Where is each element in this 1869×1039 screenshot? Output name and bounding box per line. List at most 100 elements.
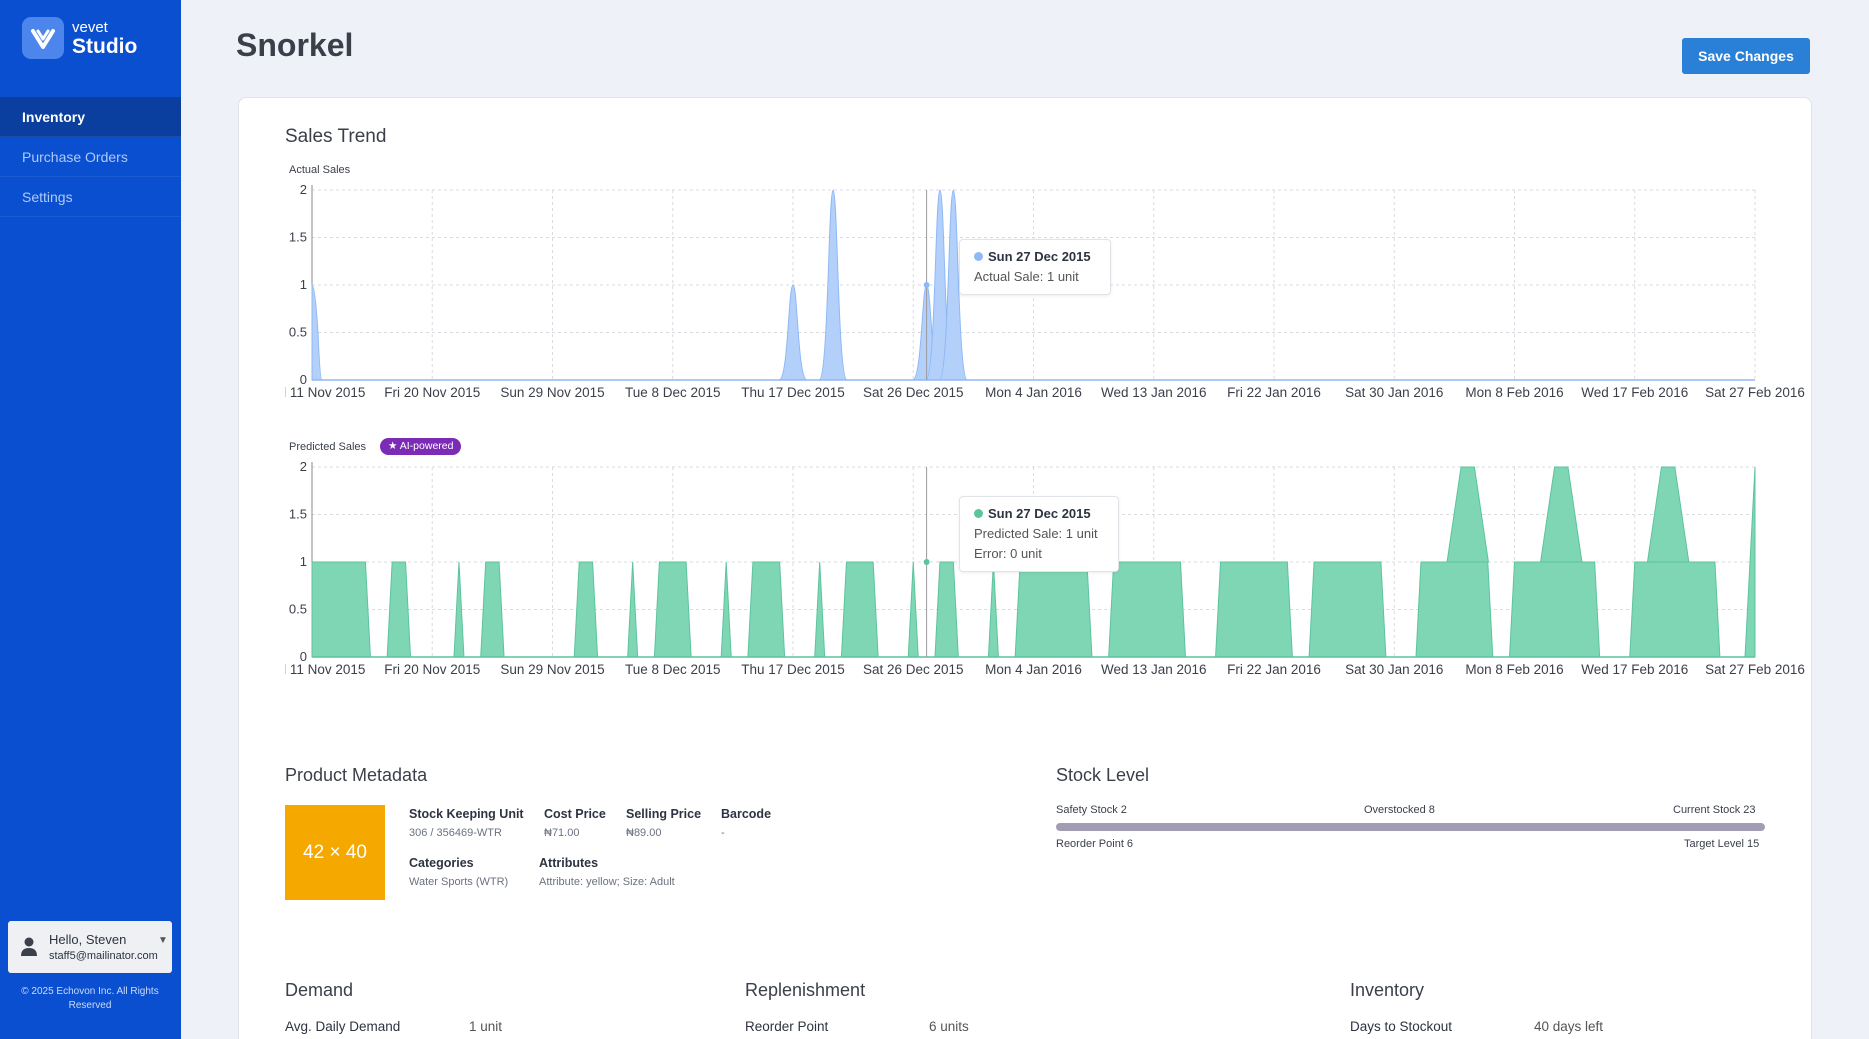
- sidebar-item-inventory[interactable]: Inventory: [0, 97, 181, 137]
- hover-point: [923, 282, 930, 288]
- predicted-sales-area: [311, 561, 371, 658]
- x-tick-label: Wed 13 Jan 2016: [1101, 385, 1207, 400]
- x-tick-label: Tue 8 Dec 2015: [625, 385, 721, 400]
- reorder-point-value: 6 units: [929, 1019, 969, 1034]
- predicted-sales-area: [480, 561, 505, 658]
- x-tick-label: Fri 22 Jan 2016: [1227, 385, 1321, 400]
- safety-stock-label: Safety Stock 2: [1056, 804, 1127, 816]
- days-to-stockout-label: Days to Stockout: [1350, 1019, 1453, 1034]
- categories-label: Categories: [409, 856, 474, 870]
- hover-point: [923, 559, 930, 565]
- sidebar: vevet Studio Inventory Purchase Orders S…: [0, 0, 181, 1039]
- avg-daily-demand-value: 1 unit: [469, 1019, 503, 1034]
- x-tick-label: Thu 17 Dec 2015: [741, 662, 845, 677]
- predicted-sales-area: [653, 561, 692, 658]
- cost-price-label: Cost Price: [544, 807, 606, 821]
- tooltip-predicted-line: Predicted Sale: 1 unit: [974, 526, 1098, 541]
- predicted-sales-area: [1508, 561, 1601, 658]
- y-tick-label: 0: [300, 649, 307, 664]
- user-email: staff5@mailinator.com: [49, 950, 158, 962]
- predicted-sales-area: [1415, 561, 1494, 658]
- x-tick-label: Sat 26 Dec 2015: [863, 385, 964, 400]
- inventory-title: Inventory: [1350, 980, 1425, 1000]
- ai-badge-label: AI-powered: [399, 440, 454, 452]
- actual-sales-area: [311, 284, 323, 381]
- overstocked-label: Overstocked 8: [1364, 804, 1435, 816]
- x-tick-label: Sun 29 Nov 2015: [500, 385, 604, 400]
- x-tick-label: Fri 20 Nov 2015: [384, 385, 480, 400]
- x-tick-label: Mon 4 Jan 2016: [985, 385, 1082, 400]
- barcode-label: Barcode: [721, 807, 772, 821]
- selling-price-value: ₦89.00: [626, 827, 662, 839]
- sidebar-item-settings[interactable]: Settings: [0, 177, 181, 217]
- predicted-sales-area: [1308, 561, 1387, 658]
- x-tick-label: Fri 20 Nov 2015: [384, 662, 480, 677]
- user-menu[interactable]: Hello, Steven staff5@mailinator.com ▼: [8, 921, 172, 973]
- x-tick-label: Sat 26 Dec 2015: [863, 662, 964, 677]
- x-tick-label: Mon 8 Feb 2016: [1465, 385, 1563, 400]
- user-greeting: Hello, Steven: [49, 932, 127, 947]
- product-image[interactable]: 42 × 40: [285, 805, 385, 900]
- x-tick-label: Sat 30 Jan 2016: [1345, 385, 1443, 400]
- attributes-label: Attributes: [539, 856, 599, 870]
- tooltip-actual-title: Sun 27 Dec 2015: [988, 249, 1091, 264]
- sidebar-item-purchase-orders[interactable]: Purchase Orders: [0, 137, 181, 177]
- categories-value: Water Sports (WTR): [409, 876, 509, 888]
- reorder-point-label: Reorder Point 6: [1056, 838, 1134, 850]
- tooltip-actual-line: Actual Sale: 1 unit: [974, 269, 1079, 284]
- tooltip-predicted-title: Sun 27 Dec 2015: [988, 506, 1091, 521]
- y-tick-label: 1.5: [289, 230, 307, 245]
- product-metadata-title: Product Metadata: [285, 765, 428, 785]
- predicted-sales-area: [1215, 561, 1293, 658]
- x-tick-label: Wed 11 Nov 2015: [285, 385, 365, 400]
- predicted-sales-peak: [1646, 466, 1690, 563]
- x-tick-label: Sat 30 Jan 2016: [1345, 662, 1443, 677]
- y-tick-label: 2: [300, 182, 307, 197]
- target-level-label: Target Level 15: [1684, 838, 1760, 850]
- save-changes-button[interactable]: Save Changes: [1682, 38, 1810, 74]
- x-tick-label: Wed 11 Nov 2015: [285, 662, 365, 677]
- actual-sales-tooltip: Sun 27 Dec 2015 Actual Sale: 1 unit: [959, 239, 1111, 295]
- demand-title: Demand: [285, 980, 354, 1000]
- stock-level-bar: [1056, 823, 1765, 831]
- current-stock-label: Current Stock 23: [1673, 804, 1756, 816]
- y-tick-label: 0: [300, 372, 307, 387]
- actual-sales-area: [938, 189, 968, 381]
- predicted-sales-area: [840, 561, 879, 658]
- predicted-sales-area: [1629, 561, 1721, 658]
- actual-sales-label: Actual Sales: [289, 164, 351, 176]
- actual-sales-area: [818, 189, 848, 381]
- x-tick-label: Mon 8 Feb 2016: [1465, 662, 1563, 677]
- chevron-down-icon[interactable]: ▼: [158, 935, 168, 946]
- predicted-sales-chart[interactable]: 0 0.5 1 1.5 2 Wed 11 Nov 2015 Fri 20 Nov 2015 S…: [285, 457, 1815, 682]
- x-tick-label: Sun 29 Nov 2015: [500, 662, 604, 677]
- brand-logo-icon: [22, 17, 64, 59]
- avg-daily-demand-label: Avg. Daily Demand: [285, 1019, 401, 1034]
- y-tick-label: 0.5: [289, 325, 307, 340]
- predicted-sales-peak: [1446, 466, 1489, 563]
- x-tick-label: Mon 4 Jan 2016: [985, 662, 1082, 677]
- predicted-sales-area: [934, 561, 959, 658]
- predicted-sales-label: Predicted Sales: [289, 441, 367, 453]
- days-to-stockout-value: 40 days left: [1534, 1019, 1604, 1034]
- copyright: © 2025 Echovon Inc. All Rights Reserved: [21, 986, 159, 1011]
- actual-sales-chart[interactable]: 0 0.5 1 1.5 2 Wed 11 Nov 2015 Fri 20 Nov 2015 S…: [285, 180, 1815, 405]
- predicted-sales-area: [1014, 561, 1093, 658]
- x-tick-label: Wed 17 Feb 2016: [1581, 662, 1688, 677]
- stock-level-title: Stock Level: [1056, 765, 1150, 785]
- sidebar-nav: Inventory Purchase Orders Settings: [0, 97, 181, 217]
- brand[interactable]: vevet Studio: [22, 17, 137, 59]
- predicted-sales-area: [386, 561, 412, 658]
- predicted-sales-area: [907, 561, 919, 658]
- barcode-value: -: [721, 827, 725, 839]
- brand-name-small: vevet: [72, 18, 108, 36]
- selling-price-label: Selling Price: [626, 807, 702, 821]
- sales-trend-title: Sales Trend: [285, 126, 387, 147]
- x-tick-label: Sat 27 Feb 2016: [1705, 385, 1805, 400]
- sku-value: 306 / 356469-WTR: [409, 827, 502, 839]
- replenishment-title: Replenishment: [745, 980, 866, 1000]
- predicted-sales-area: [747, 561, 786, 658]
- predicted-sales-area: [1108, 561, 1186, 658]
- y-tick-label: 2: [300, 459, 307, 474]
- x-tick-label: Fri 22 Jan 2016: [1227, 662, 1321, 677]
